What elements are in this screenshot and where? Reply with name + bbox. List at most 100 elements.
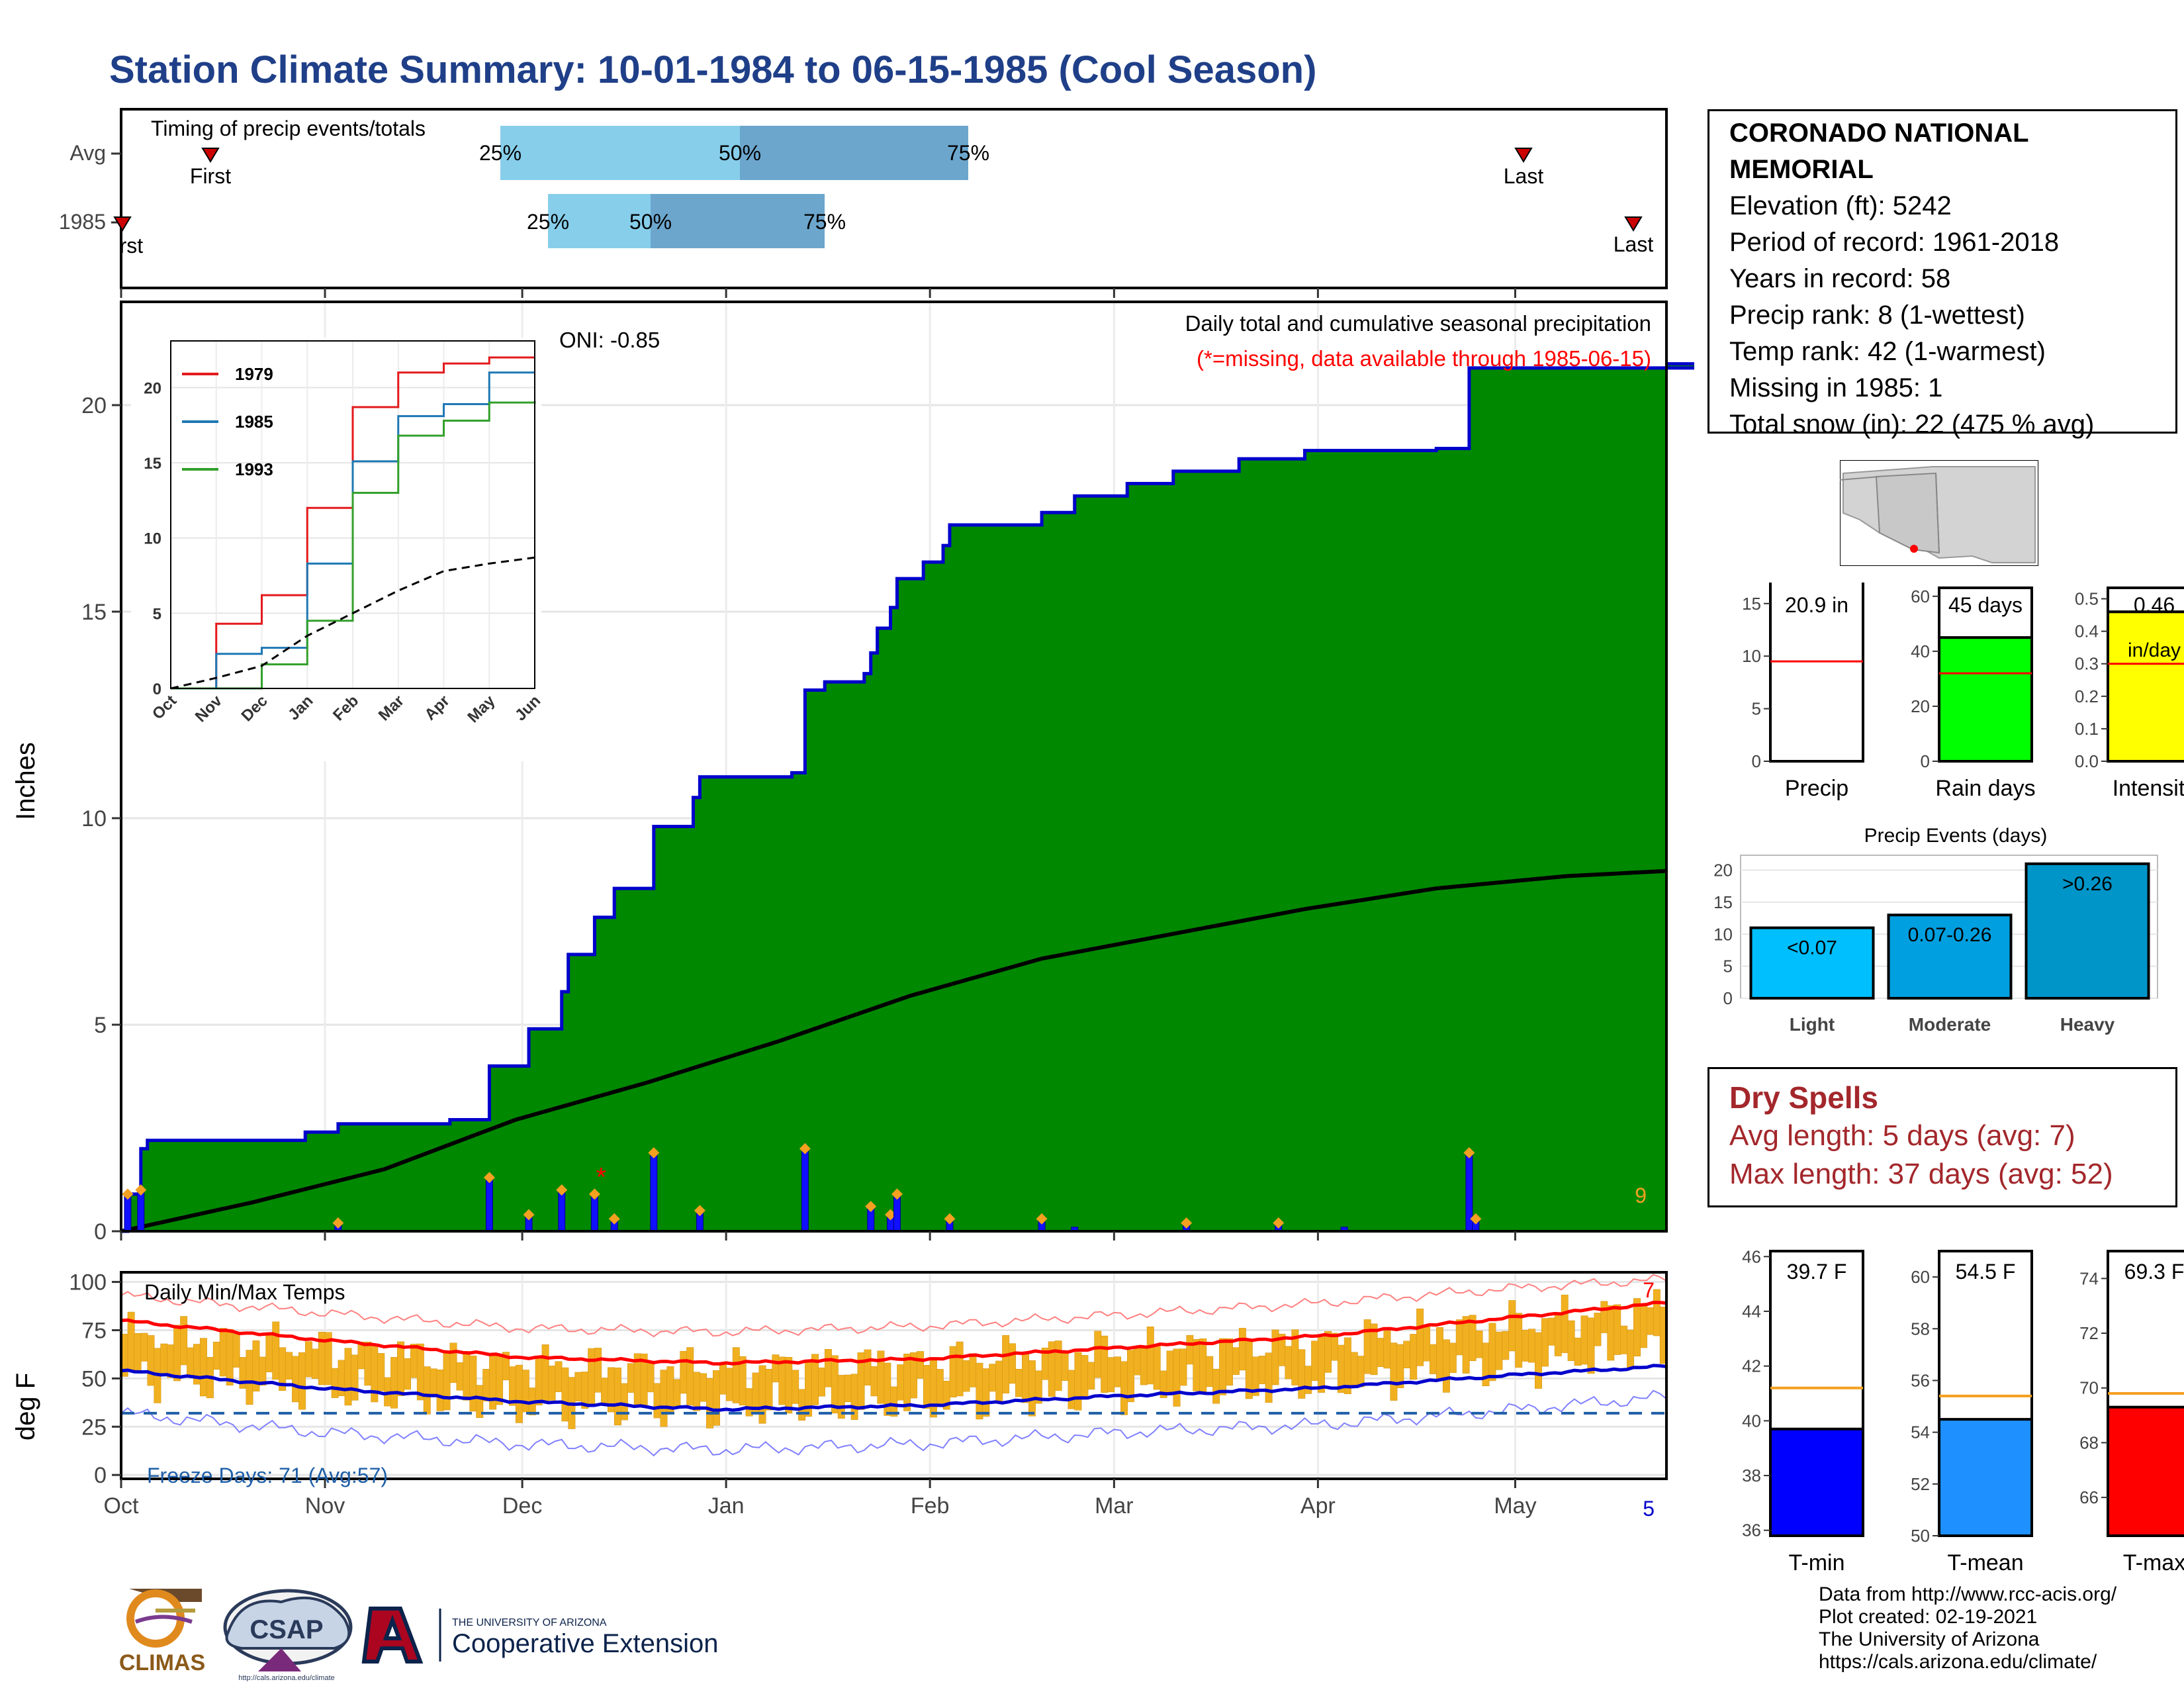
mini-bar-1-ytick-3: 60 bbox=[1911, 586, 1930, 606]
temp-range-bar-88 bbox=[700, 1373, 707, 1402]
temp-range-bar-19 bbox=[246, 1350, 253, 1405]
station-name: CORONADO NATIONAL MEMORIAL bbox=[1729, 118, 2028, 184]
temp-range-bar-201 bbox=[1442, 1339, 1450, 1393]
mini-bar-value-1: 45 days bbox=[1948, 593, 2023, 617]
temp-bar-2-ytick-4: 74 bbox=[2079, 1268, 2099, 1288]
temp-range-bar-214 bbox=[1528, 1329, 1536, 1363]
temp-range-bar-64 bbox=[541, 1344, 549, 1402]
temp-range-bar-160 bbox=[1173, 1348, 1181, 1407]
daily-marker-3 bbox=[483, 1172, 495, 1184]
avg-p75-label: 75% bbox=[947, 141, 989, 165]
inset-legend-label-1993: 1993 bbox=[235, 459, 273, 479]
temp-range-bar-128 bbox=[962, 1360, 970, 1392]
y1985-p75-label: 75% bbox=[803, 210, 846, 234]
precip-events-chart: Precip Events (days) 0 5 10 15 20 <0.07 Light 0.… bbox=[1713, 825, 2158, 1035]
inset-ytick-4: 20 bbox=[144, 379, 161, 397]
daily-marker-11 bbox=[865, 1201, 877, 1213]
events-ytick-4: 20 bbox=[1713, 861, 1733, 880]
events-ytick-0: 0 bbox=[1723, 988, 1733, 1008]
cumulative-precip-line bbox=[121, 362, 1694, 1233]
temp-range-bar-165 bbox=[1206, 1356, 1214, 1387]
dry-spells-avg: Avg length: 5 days (avg: 7) bbox=[1729, 1119, 2075, 1152]
record-low-count: 5 bbox=[1643, 1497, 1655, 1521]
temp-range-bar-209 bbox=[1495, 1331, 1503, 1370]
temp-range-bar-196 bbox=[1410, 1334, 1418, 1380]
footer-source: Data from http://www.rcc-acis.org/ bbox=[1819, 1583, 2117, 1605]
temp-range-bar-118 bbox=[897, 1364, 905, 1401]
daily-precip-bars: * bbox=[122, 1143, 1482, 1232]
y1985-25-50-bar bbox=[548, 194, 651, 248]
daily-marker-13 bbox=[891, 1188, 903, 1200]
temp-range-bar-101 bbox=[785, 1356, 793, 1414]
temp-bar-1 bbox=[1938, 1418, 2033, 1537]
y1985-first-label: First bbox=[102, 234, 143, 258]
month-label-feb: Feb bbox=[911, 1493, 950, 1519]
temp-range-bar-221 bbox=[1574, 1337, 1582, 1366]
avg-last-marker bbox=[1514, 148, 1533, 163]
precip-ytick-2: 10 bbox=[81, 806, 107, 831]
inset-frame bbox=[170, 340, 535, 689]
dry-spells-title: Dry Spells bbox=[1729, 1080, 1878, 1115]
temp-range-bar-12 bbox=[199, 1338, 207, 1397]
daily-marker-9 bbox=[694, 1205, 705, 1217]
temp-range-bar-151 bbox=[1114, 1356, 1122, 1387]
temp-range-bar-14 bbox=[212, 1341, 220, 1370]
mini-bar-label-0: Precip bbox=[1785, 776, 1848, 801]
temp-range-bar-86 bbox=[686, 1347, 694, 1406]
temp-range-bar-220 bbox=[1567, 1320, 1575, 1361]
arizona-shape bbox=[1875, 472, 1940, 554]
temp-range-bar-50 bbox=[449, 1342, 457, 1383]
temp-bar-label-0: T-min bbox=[1789, 1550, 1845, 1575]
temp-range-bar-27 bbox=[298, 1352, 306, 1410]
temp-range-bar-87 bbox=[693, 1372, 701, 1411]
temp-range-bar-7 bbox=[167, 1344, 175, 1378]
mini-bar-value-2: 0.46 bbox=[2134, 593, 2175, 617]
temp-bar-1-ytick-5: 60 bbox=[1911, 1267, 1930, 1287]
temp-frame bbox=[120, 1271, 1668, 1480]
temp-range-bar-211 bbox=[1508, 1300, 1516, 1352]
temp-range-bar-213 bbox=[1522, 1330, 1529, 1362]
station-temp-rank: Temp rank: 42 (1-warmest) bbox=[1729, 337, 2046, 366]
temp-range-bar-92 bbox=[725, 1368, 733, 1401]
temp-range-bar-166 bbox=[1212, 1368, 1220, 1404]
temp-bar-label-2: T-max bbox=[2123, 1550, 2184, 1575]
temp-range-bar-170 bbox=[1238, 1328, 1246, 1371]
mini-bar-unit-2: in/day bbox=[2128, 639, 2181, 661]
month-label-dec: Dec bbox=[502, 1493, 542, 1519]
daily-marker-10 bbox=[799, 1143, 811, 1154]
temp-range-bar-152 bbox=[1120, 1361, 1128, 1415]
temp-range-bar-84 bbox=[673, 1379, 681, 1407]
temp-range-bar-17 bbox=[232, 1333, 240, 1368]
dry-spells-max: Max length: 37 days (avg: 52) bbox=[1729, 1158, 2113, 1190]
temp-range-bar-35 bbox=[351, 1354, 359, 1401]
temp-range-bar-65 bbox=[548, 1366, 556, 1401]
y1985-p25-label: 25% bbox=[527, 210, 569, 234]
temp-range-bar-49 bbox=[443, 1352, 451, 1411]
temp-range-bar-73 bbox=[601, 1378, 609, 1405]
station-missing: Missing in 1985: 1 bbox=[1729, 373, 1943, 402]
dry-spells-box: Dry Spells Avg length: 5 days (avg: 7) M… bbox=[1707, 1067, 2177, 1207]
timing-title: Timing of precip events/totals bbox=[151, 117, 426, 140]
temp-range-bar-59 bbox=[508, 1366, 516, 1406]
events-bar-heavy bbox=[2025, 862, 2150, 1000]
temp-range-bar-168 bbox=[1226, 1338, 1233, 1386]
daily-marker-15 bbox=[1036, 1213, 1048, 1225]
temp-range-bar-71 bbox=[588, 1348, 596, 1407]
temp-bar-2 bbox=[2107, 1405, 2184, 1537]
temp-range-bar-58 bbox=[502, 1352, 510, 1381]
daily-marker-6 bbox=[588, 1188, 600, 1200]
temp-range-bar-192 bbox=[1383, 1331, 1391, 1369]
daily-marker-5 bbox=[556, 1184, 568, 1196]
footer-created: Plot created: 02-19-2021 bbox=[1819, 1606, 2038, 1628]
temp-range-bar-124 bbox=[936, 1369, 944, 1407]
temp-range-bar-121 bbox=[917, 1351, 924, 1379]
oni-label: ONI: -0.85 bbox=[559, 328, 660, 352]
missing-marker-0: * bbox=[596, 1162, 607, 1192]
temp-range-bar-164 bbox=[1199, 1338, 1207, 1393]
temp-range-bar-146 bbox=[1081, 1355, 1089, 1398]
temp-range-bar-102 bbox=[792, 1370, 799, 1404]
temp-bar-1-ytick-0: 50 bbox=[1911, 1526, 1930, 1546]
temp-range-bar-215 bbox=[1535, 1332, 1542, 1389]
temp-range-bar-55 bbox=[482, 1369, 490, 1401]
temp-range-bar-159 bbox=[1166, 1350, 1174, 1395]
